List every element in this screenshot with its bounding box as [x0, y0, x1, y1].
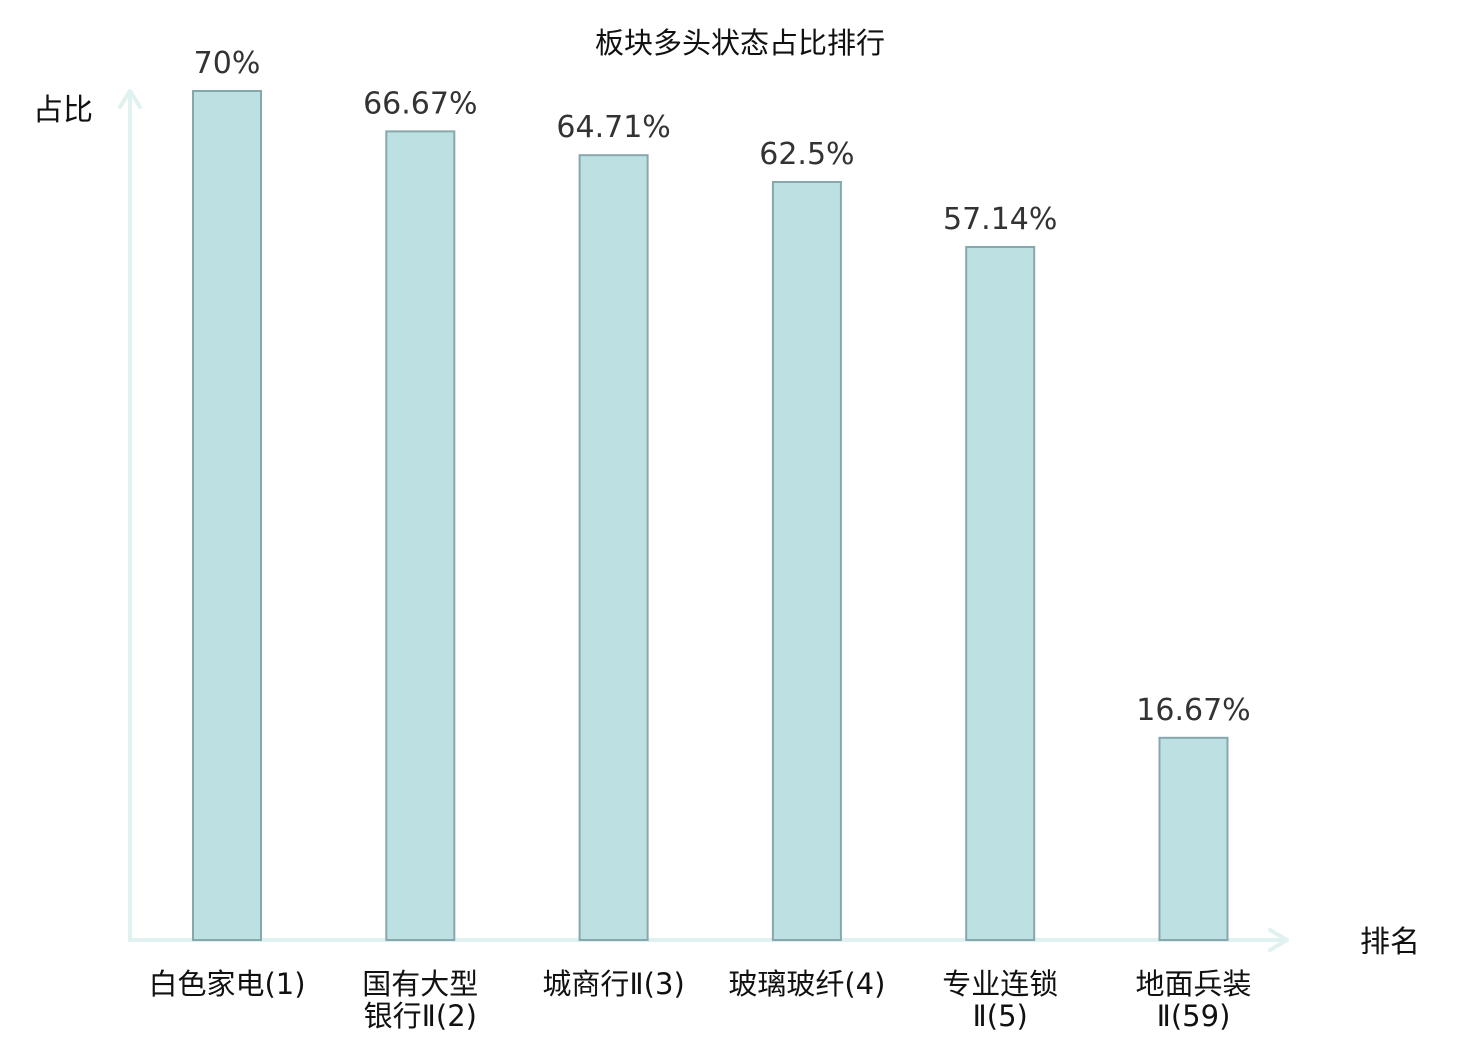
value-label: 64.71%: [556, 110, 670, 145]
axes: [118, 89, 1289, 952]
x-axis-arrow: [1268, 928, 1289, 952]
category-label-line: 城商行Ⅱ(3): [542, 967, 684, 1001]
category-label: 白色家电(1): [148, 967, 305, 1001]
category-label: 玻璃玻纤(4): [728, 967, 885, 1001]
value-label: 66.67%: [363, 86, 477, 121]
category-label-line: 地面兵装: [1135, 967, 1251, 1001]
bar: [771, 181, 842, 941]
category-label-line: Ⅱ(5): [973, 999, 1028, 1033]
bars: [192, 90, 1229, 941]
category-label: 城商行Ⅱ(3): [542, 967, 684, 1001]
bar: [385, 130, 456, 941]
value-label: 62.5%: [759, 137, 854, 172]
y-axis-label: 占比: [33, 93, 93, 128]
category-label-line: Ⅱ(59): [1157, 999, 1231, 1033]
category-label: 专业连锁 Ⅱ(5): [942, 967, 1058, 1033]
bar: [965, 246, 1036, 941]
category-label-line: 玻璃玻纤(4): [728, 967, 885, 1001]
category-label-line: 专业连锁: [942, 967, 1058, 1001]
category-label: 地面兵装 Ⅱ(59): [1135, 967, 1251, 1033]
bar: [578, 154, 649, 941]
value-label: 70%: [194, 46, 261, 81]
category-label-line: 国有大型: [362, 967, 478, 1001]
category-label: 国有大型银行Ⅱ(2): [362, 967, 478, 1033]
bar: [1158, 736, 1229, 941]
bar: [192, 90, 262, 941]
value-labels: 70% 66.67% 64.71% 62.5% 57.14% 16.67%: [194, 46, 1251, 728]
value-label: 16.67%: [1136, 693, 1250, 728]
x-axis-label: 排名: [1360, 925, 1420, 960]
y-axis-arrow: [118, 89, 142, 109]
value-label: 57.14%: [943, 202, 1057, 237]
category-labels: 白色家电(1) 国有大型银行Ⅱ(2) 城商行Ⅱ(3) 玻璃玻纤(4) 专业连锁 Ⅱ(5) 地…: [148, 967, 1251, 1033]
category-label-line: 白色家电(1): [148, 967, 305, 1001]
chart-title: 板块多头状态占比排行: [595, 26, 885, 60]
category-label-line: 银行Ⅱ(2): [364, 999, 477, 1033]
